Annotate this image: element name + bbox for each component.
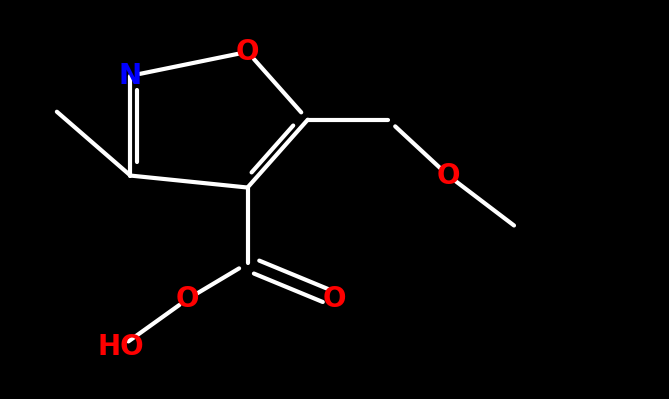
Text: O: O	[436, 162, 460, 190]
Text: N: N	[119, 62, 142, 90]
Text: O: O	[322, 285, 347, 313]
Text: HO: HO	[97, 333, 144, 361]
Text: O: O	[235, 38, 260, 66]
Text: O: O	[175, 285, 199, 313]
